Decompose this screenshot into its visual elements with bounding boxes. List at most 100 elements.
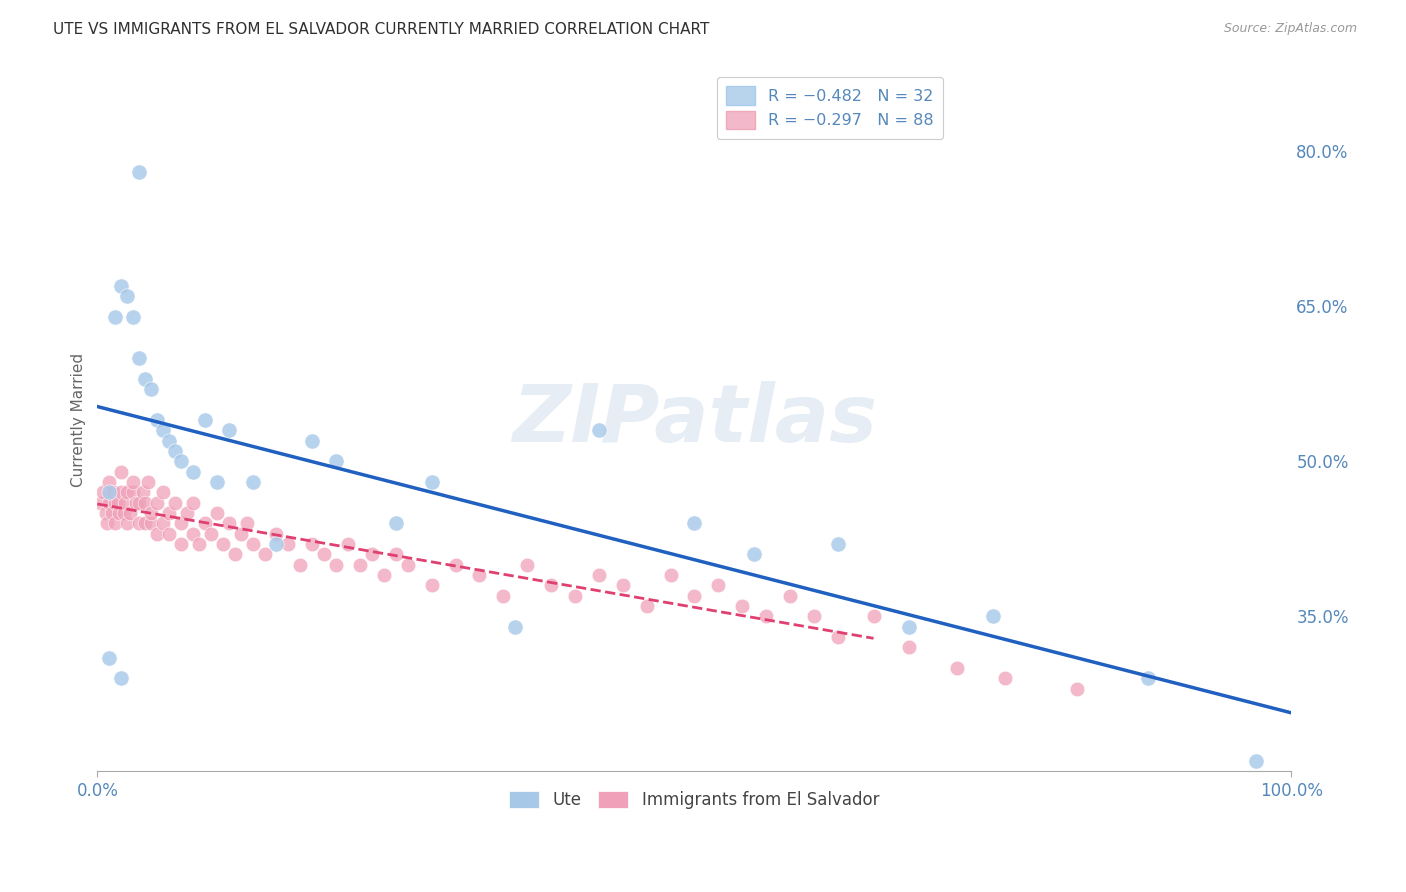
Point [112, 506, 135, 520]
Point [118, 506, 141, 520]
Point [994, 671, 1017, 685]
Point [361, 547, 384, 561]
Point [114, 495, 136, 509]
Point [224, 547, 246, 561]
Point [468, 568, 491, 582]
Point [540, 578, 562, 592]
Point [187, 537, 209, 551]
Point [98, 475, 121, 489]
Point [396, 558, 419, 572]
Point [152, 423, 174, 437]
Point [176, 506, 198, 520]
Point [325, 454, 347, 468]
Point [170, 516, 193, 531]
Point [110, 485, 132, 500]
Point [636, 599, 658, 613]
Point [827, 537, 849, 551]
Text: Source: ZipAtlas.com: Source: ZipAtlas.com [1223, 22, 1357, 36]
Point [107, 495, 129, 509]
Point [229, 526, 252, 541]
Text: UTE VS IMMIGRANTS FROM EL SALVADOR CURRENTLY MARRIED CORRELATION CHART: UTE VS IMMIGRANTS FROM EL SALVADOR CURRE… [53, 22, 710, 37]
Point [588, 568, 610, 582]
Point [134, 495, 156, 509]
Point [242, 537, 264, 551]
Point [301, 434, 323, 448]
Point [104, 310, 127, 324]
Point [115, 516, 138, 531]
Point [683, 516, 706, 531]
Point [194, 413, 217, 427]
Point [181, 465, 204, 479]
Point [1244, 754, 1267, 768]
Point [218, 516, 240, 531]
Point [349, 558, 371, 572]
Point [124, 495, 146, 509]
Point [94, 506, 117, 520]
Point [115, 289, 138, 303]
Point [108, 506, 131, 520]
Point [1137, 671, 1160, 685]
Point [266, 526, 288, 541]
Point [862, 609, 884, 624]
Point [128, 516, 150, 531]
Point [946, 661, 969, 675]
Point [128, 351, 150, 365]
Point [152, 516, 174, 531]
Point [170, 454, 193, 468]
Point [755, 609, 778, 624]
Point [110, 465, 132, 479]
Point [115, 485, 138, 500]
Text: ZIPatlas: ZIPatlas [512, 381, 877, 459]
Point [301, 537, 323, 551]
Y-axis label: Currently Married: Currently Married [72, 353, 86, 487]
Point [779, 589, 801, 603]
Point [981, 609, 1004, 624]
Point [266, 537, 288, 551]
Point [157, 506, 180, 520]
Point [122, 310, 145, 324]
Point [98, 650, 121, 665]
Point [290, 558, 312, 572]
Point [132, 485, 155, 500]
Point [134, 371, 156, 385]
Point [218, 423, 240, 437]
Point [277, 537, 299, 551]
Point [139, 506, 162, 520]
Point [122, 485, 145, 500]
Point [200, 526, 222, 541]
Point [420, 475, 443, 489]
Point [110, 671, 132, 685]
Point [136, 475, 159, 489]
Point [503, 620, 526, 634]
Legend: Ute, Immigrants from El Salvador: Ute, Immigrants from El Salvador [503, 784, 886, 816]
Point [128, 495, 150, 509]
Point [731, 599, 754, 613]
Point [337, 537, 360, 551]
Point [98, 495, 121, 509]
Point [104, 495, 127, 509]
Point [492, 589, 515, 603]
Point [91, 485, 114, 500]
Point [205, 506, 228, 520]
Point [420, 578, 443, 592]
Point [235, 516, 257, 531]
Point [163, 444, 186, 458]
Point [100, 506, 122, 520]
Point [96, 516, 118, 531]
Point [325, 558, 347, 572]
Point [659, 568, 682, 582]
Point [742, 547, 765, 561]
Point [110, 278, 132, 293]
Point [827, 630, 849, 644]
Point [163, 495, 186, 509]
Point [194, 516, 217, 531]
Point [516, 558, 538, 572]
Point [683, 589, 706, 603]
Point [1066, 681, 1088, 696]
Point [90, 495, 112, 509]
Point [253, 547, 276, 561]
Point [122, 475, 145, 489]
Point [146, 495, 169, 509]
Point [385, 516, 408, 531]
Point [205, 475, 228, 489]
